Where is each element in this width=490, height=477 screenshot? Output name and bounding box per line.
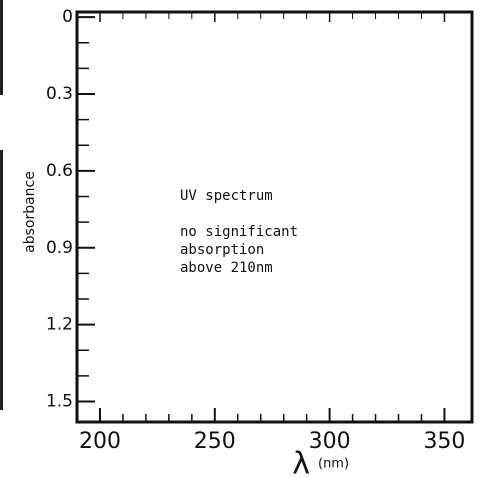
y-axis-label: absorbance bbox=[22, 171, 38, 253]
annotation: no significant bbox=[180, 224, 298, 240]
y-tick-label: 0.9 bbox=[46, 238, 73, 258]
y-tick-label: 0.3 bbox=[46, 84, 73, 104]
annotation: absorption bbox=[180, 242, 264, 258]
annotation: above 210nm bbox=[180, 260, 273, 276]
x-tick-label: 250 bbox=[194, 429, 236, 454]
x-tick-label: 350 bbox=[423, 429, 465, 454]
y-tick-label: 0 bbox=[62, 7, 73, 27]
x-tick-label: 300 bbox=[309, 429, 351, 454]
y-tick-label: 0.6 bbox=[46, 161, 73, 181]
scan-edge bbox=[0, 0, 3, 95]
annotation: UV spectrum bbox=[180, 188, 273, 204]
y-tick-label: 1.2 bbox=[46, 315, 73, 335]
plot-frame bbox=[75, 10, 474, 424]
x-axis-label: λ bbox=[292, 447, 310, 477]
scan-edge bbox=[0, 150, 3, 410]
y-tick-label: 1.5 bbox=[46, 392, 73, 412]
x-tick-label: 200 bbox=[79, 429, 121, 454]
x-axis-unit: (nm) bbox=[318, 457, 349, 472]
